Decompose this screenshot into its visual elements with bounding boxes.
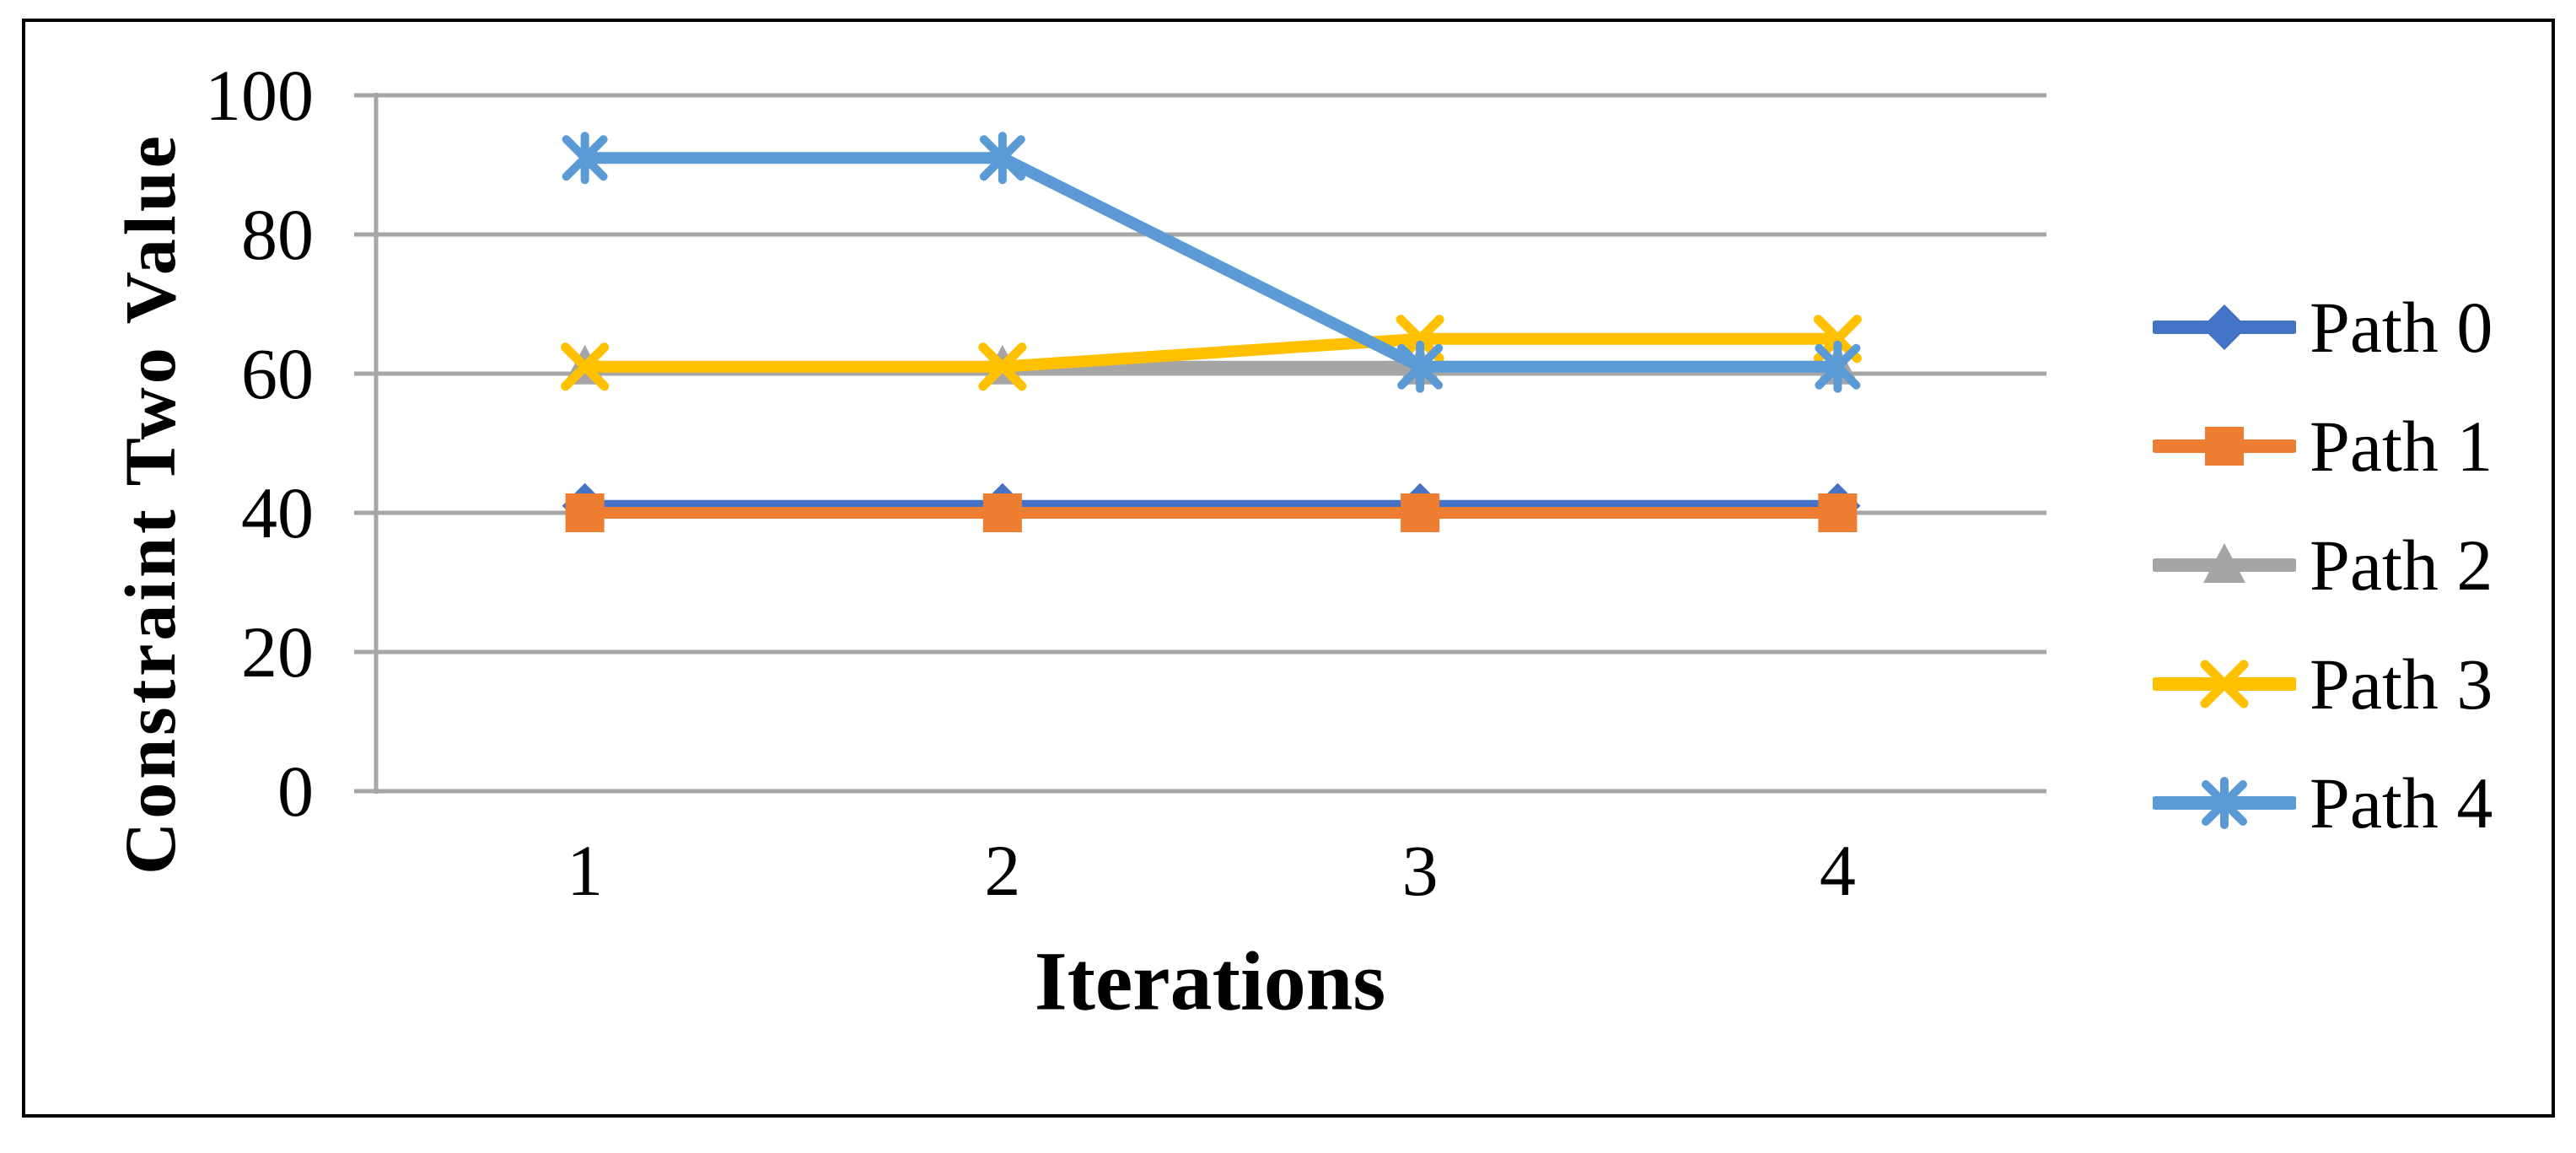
legend-item-path-2: Path 2 [2153, 519, 2493, 612]
legend-label: Path 3 [2310, 644, 2493, 725]
series-path-1-marker-square [1818, 493, 1858, 532]
y-tick-label-100: 100 [205, 55, 314, 136]
y-tick-label-60: 60 [241, 333, 314, 414]
x-tick-label-3: 3 [1401, 830, 1439, 911]
y-tick-label-80: 80 [241, 194, 314, 275]
legend-swatch-diamond-icon [2153, 304, 2296, 350]
legend-label: Path 0 [2310, 287, 2493, 368]
legend-item-path-4: Path 4 [2153, 757, 2493, 849]
y-axis-title: Constraint Two Value [110, 132, 191, 875]
legend-swatch-x-icon [2153, 660, 2296, 709]
y-tick-label-0: 0 [277, 751, 314, 832]
legend-item-path-3: Path 3 [2153, 638, 2493, 730]
legend-swatch-square-icon [2153, 427, 2296, 466]
legend-swatch-triangle-icon [2153, 543, 2296, 583]
legend-label: Path 4 [2310, 762, 2493, 843]
legend-item-path-0: Path 0 [2153, 281, 2493, 374]
x-tick-label-4: 4 [1819, 830, 1856, 911]
legend-label: Path 2 [2310, 525, 2493, 606]
y-tick-label-40: 40 [241, 472, 314, 553]
legend-swatch-asterisk-icon [2153, 777, 2296, 829]
chart-border [22, 19, 2555, 1118]
series-path-3-line [578, 332, 1844, 373]
x-tick-label-2: 2 [984, 830, 1021, 911]
legend-label: Path 1 [2310, 406, 2493, 487]
y-tick-label-20: 20 [241, 612, 314, 692]
series-path-1-marker-square [565, 493, 605, 532]
series-path-3-marker-x [978, 342, 1027, 391]
series-path-3-marker-x [561, 342, 610, 391]
series-path-4-line [578, 152, 1844, 373]
series-path-1-marker-square [1401, 493, 1440, 532]
legend-item-path-1: Path 1 [2153, 400, 2493, 493]
x-axis-title: Iterations [1034, 934, 1386, 1028]
series-path-1-marker-square [982, 493, 1022, 532]
x-tick-label-1: 1 [567, 830, 604, 911]
